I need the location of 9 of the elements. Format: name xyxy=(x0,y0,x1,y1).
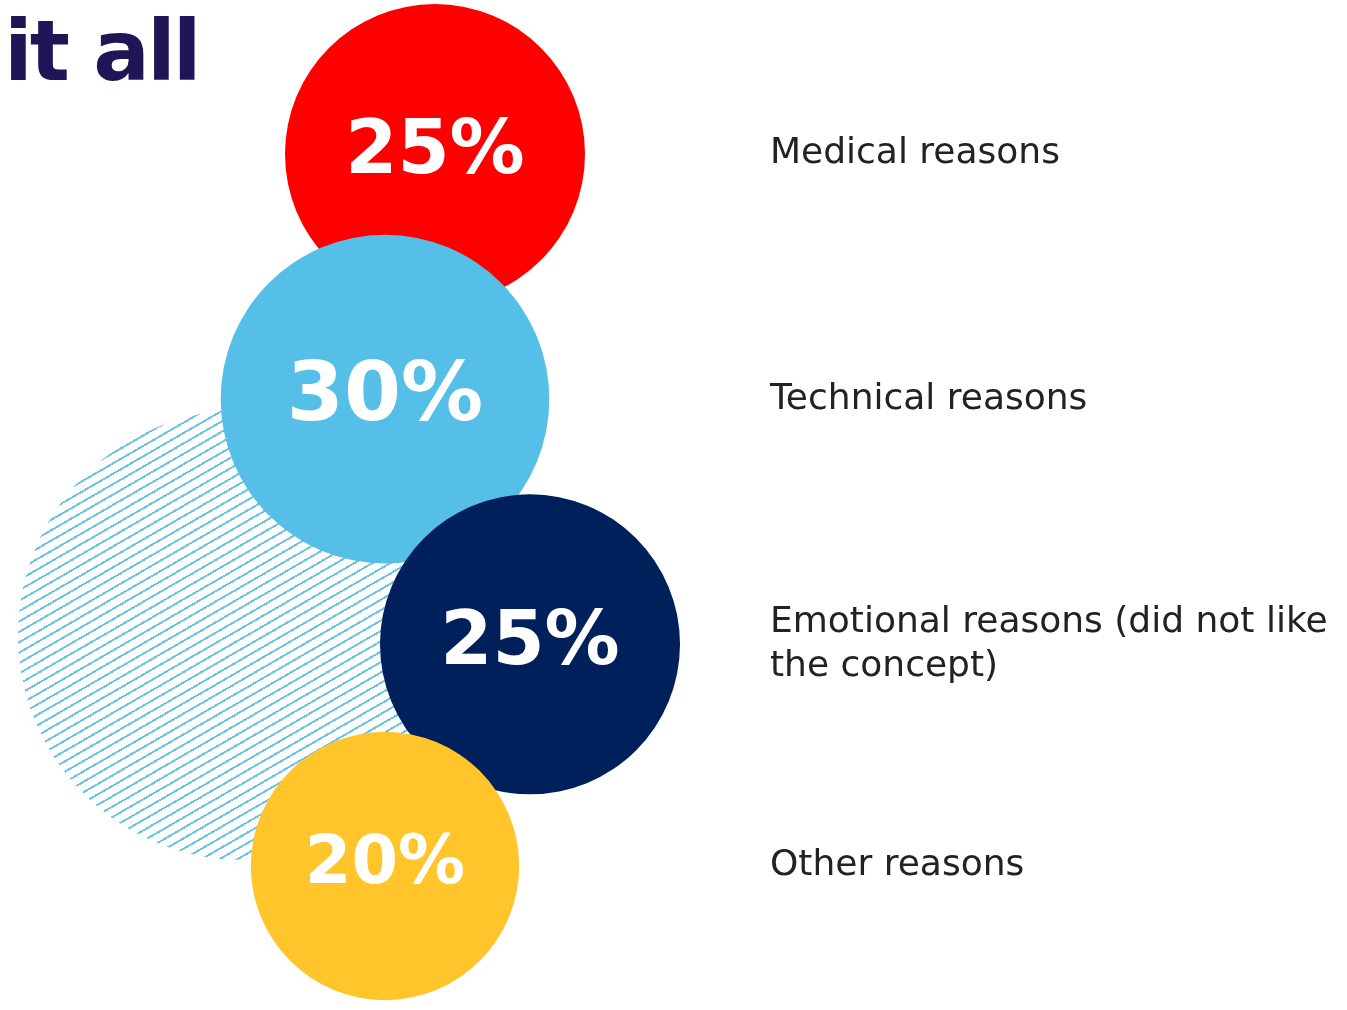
data-label: 20% xyxy=(304,821,466,900)
text: it all xyxy=(4,2,199,100)
data-label: 25% xyxy=(345,103,525,192)
category-label: Medical reasons xyxy=(770,130,1060,172)
category-label: Emotional reasons (did not like the concept) xyxy=(770,598,1328,684)
data-label: 25% xyxy=(440,593,620,682)
category-label: Other reasons xyxy=(770,842,1025,884)
category-label: Technical reasons xyxy=(769,375,1088,417)
data-label: 30% xyxy=(286,344,484,440)
